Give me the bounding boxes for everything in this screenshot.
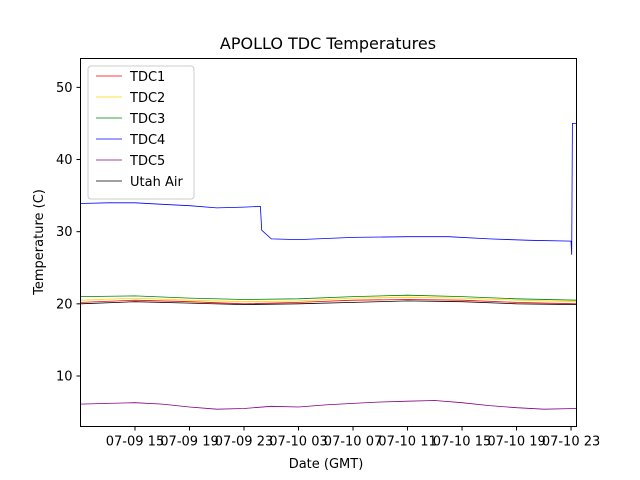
series-line-tdc5 <box>80 400 577 410</box>
legend: TDC1 TDC2 TDC3 TDC4 TDC5 Utah Air <box>87 65 195 200</box>
x-tick-label: 07-10 07 <box>324 435 382 450</box>
x-tick-label: 07-10 03 <box>269 435 327 450</box>
series-line-tdc4 <box>80 123 577 255</box>
series-line-tdc3 <box>80 294 577 301</box>
x-tick-label: 07-10 23 <box>542 435 600 450</box>
legend-box <box>87 65 195 200</box>
x-tick-label: 07-09 15 <box>106 435 164 450</box>
series-line-tdc1 <box>80 299 577 305</box>
x-axis-title: Date (GMT) <box>289 457 364 472</box>
legend-label: TDC4 <box>129 133 165 148</box>
legend-label: TDC2 <box>129 91 165 106</box>
legend-label: TDC3 <box>129 112 165 127</box>
legend-label: TDC1 <box>129 70 165 85</box>
plot-area <box>80 123 577 410</box>
y-axis-title: Temperature (C) <box>32 189 47 296</box>
x-tick-label: 07-09 23 <box>215 435 273 450</box>
y-tick-label: 20 <box>56 297 73 312</box>
x-tick-label: 07-10 15 <box>433 435 491 450</box>
chart-title: APOLLO TDC Temperatures <box>220 34 436 53</box>
y-tick-label: 10 <box>56 369 73 384</box>
y-tick-label: 50 <box>56 81 73 96</box>
x-tick-label: 07-10 19 <box>487 435 545 450</box>
plot-frame <box>80 58 577 427</box>
x-tick-label: 07-10 11 <box>378 435 436 450</box>
y-tick-label: 30 <box>56 225 73 240</box>
legend-label: TDC5 <box>129 154 165 169</box>
x-tick-label: 07-09 19 <box>160 435 218 450</box>
series-line-tdc2 <box>80 296 577 303</box>
y-tick-label: 40 <box>56 153 73 168</box>
legend-label: Utah Air <box>130 175 183 190</box>
series-line-utah-air <box>80 300 577 306</box>
